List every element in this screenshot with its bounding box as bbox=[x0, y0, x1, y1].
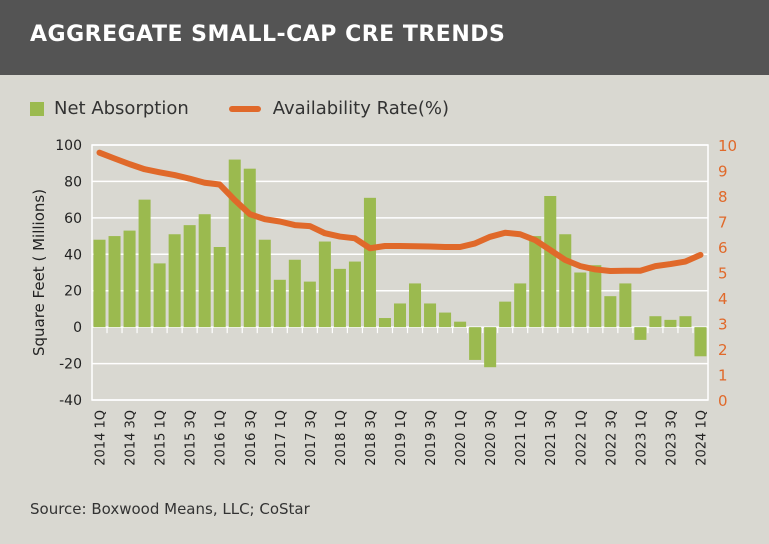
x-tick-label: 2022 3Q bbox=[604, 410, 619, 466]
legend-swatch-availability-rate bbox=[228, 105, 261, 112]
legend: Net Absorption Availability Rate(%) bbox=[30, 98, 449, 119]
chart-title: AGGREGATE SMALL-CAP CRE TRENDS bbox=[30, 22, 506, 47]
bar bbox=[424, 303, 437, 328]
y2-tick-label: 5 bbox=[718, 265, 728, 283]
x-tick-label: 2023 1Q bbox=[634, 410, 649, 466]
y-tick-label: -40 bbox=[59, 393, 82, 409]
x-tick-label: 2015 1Q bbox=[154, 410, 169, 466]
bar bbox=[679, 316, 692, 328]
x-tick-label: 2014 1Q bbox=[94, 410, 109, 466]
legend-label-net-absorption: Net Absorption bbox=[54, 98, 189, 119]
bar bbox=[138, 199, 151, 328]
source-note: Source: Boxwood Means, LLC; CoStar bbox=[30, 500, 310, 518]
bar bbox=[333, 268, 346, 328]
bar bbox=[604, 296, 617, 328]
bar bbox=[348, 261, 361, 328]
y2-tick-label: 6 bbox=[718, 239, 728, 257]
y2-tick-label: 3 bbox=[718, 316, 728, 334]
bar bbox=[574, 272, 587, 328]
x-tick-label: 2016 1Q bbox=[214, 410, 229, 466]
bar bbox=[619, 283, 632, 328]
bar bbox=[393, 303, 407, 328]
y2-tick-label: 8 bbox=[718, 188, 728, 206]
x-tick-label: 2020 1Q bbox=[454, 410, 469, 466]
bar bbox=[664, 319, 677, 328]
bar bbox=[228, 159, 241, 328]
x-tick-label: 2016 3Q bbox=[244, 410, 259, 466]
header-bar: AGGREGATE SMALL-CAP CRE TRENDS bbox=[0, 0, 769, 75]
legend-swatch-net-absorption bbox=[30, 101, 44, 116]
bar bbox=[529, 236, 542, 328]
bar bbox=[454, 321, 467, 328]
bar bbox=[559, 234, 572, 328]
y2-tick-label: 7 bbox=[718, 214, 728, 232]
x-tick-label: 2017 3Q bbox=[304, 410, 319, 466]
x-tick-label: 2021 3Q bbox=[544, 410, 559, 466]
bar bbox=[378, 318, 391, 328]
bar bbox=[544, 196, 557, 328]
y-tick-label: 40 bbox=[64, 247, 82, 263]
bar bbox=[123, 230, 136, 328]
x-tick-label: 2018 1Q bbox=[334, 410, 349, 466]
bar bbox=[153, 263, 166, 328]
bar bbox=[634, 327, 647, 340]
bar bbox=[93, 239, 106, 328]
y2-tick-label: 2 bbox=[718, 341, 728, 359]
y2-tick-label: 9 bbox=[718, 163, 728, 181]
x-tick-label: 2017 1Q bbox=[274, 410, 289, 466]
bar bbox=[108, 236, 121, 328]
y-tick-label: 60 bbox=[64, 211, 82, 227]
y2-tick-label: 10 bbox=[718, 137, 737, 155]
bar bbox=[514, 283, 527, 328]
bar bbox=[499, 301, 512, 328]
y-tick-label: 20 bbox=[64, 284, 82, 300]
x-tick-label: 2019 1Q bbox=[394, 410, 409, 466]
bar bbox=[168, 234, 181, 328]
bar bbox=[318, 241, 331, 328]
bar bbox=[213, 247, 226, 328]
y2-tick-label: 0 bbox=[718, 392, 728, 410]
bar bbox=[273, 279, 286, 328]
y-tick-label: 80 bbox=[64, 174, 82, 190]
bar bbox=[694, 327, 707, 357]
y2-tick-label: 4 bbox=[718, 290, 728, 308]
x-tick-label: 2018 3Q bbox=[364, 410, 379, 466]
x-tick-label: 2015 3Q bbox=[184, 410, 199, 466]
bar bbox=[363, 197, 376, 328]
bar bbox=[484, 327, 497, 368]
x-tick-label: 2022 1Q bbox=[574, 410, 589, 466]
bar bbox=[439, 312, 452, 328]
bar bbox=[589, 265, 602, 328]
bar bbox=[243, 168, 256, 328]
x-tick-label: 2024 1Q bbox=[694, 410, 709, 466]
legend-label-availability-rate: Availability Rate(%) bbox=[272, 98, 450, 119]
x-tick-label: 2019 3Q bbox=[424, 410, 439, 466]
availability-rate-line bbox=[96, 149, 704, 274]
y-tick-label: 0 bbox=[73, 320, 82, 336]
y-tick-label: 100 bbox=[55, 138, 82, 154]
x-tick-label: 2021 1Q bbox=[514, 410, 529, 466]
y-axis-label: Square Feet ( Millions) bbox=[30, 189, 48, 356]
bar bbox=[258, 239, 271, 328]
x-tick-label: 2020 3Q bbox=[484, 410, 499, 466]
bar bbox=[198, 214, 211, 328]
bar bbox=[649, 316, 662, 328]
bar bbox=[303, 281, 316, 328]
y2-tick-label: 1 bbox=[718, 367, 728, 385]
bar bbox=[469, 327, 482, 360]
bar bbox=[288, 259, 301, 328]
bar bbox=[183, 225, 196, 328]
x-tick-label: 2023 3Q bbox=[664, 410, 679, 466]
x-tick-label: 2014 3Q bbox=[124, 410, 139, 466]
bar bbox=[409, 283, 422, 328]
y-tick-label: -20 bbox=[59, 357, 82, 373]
